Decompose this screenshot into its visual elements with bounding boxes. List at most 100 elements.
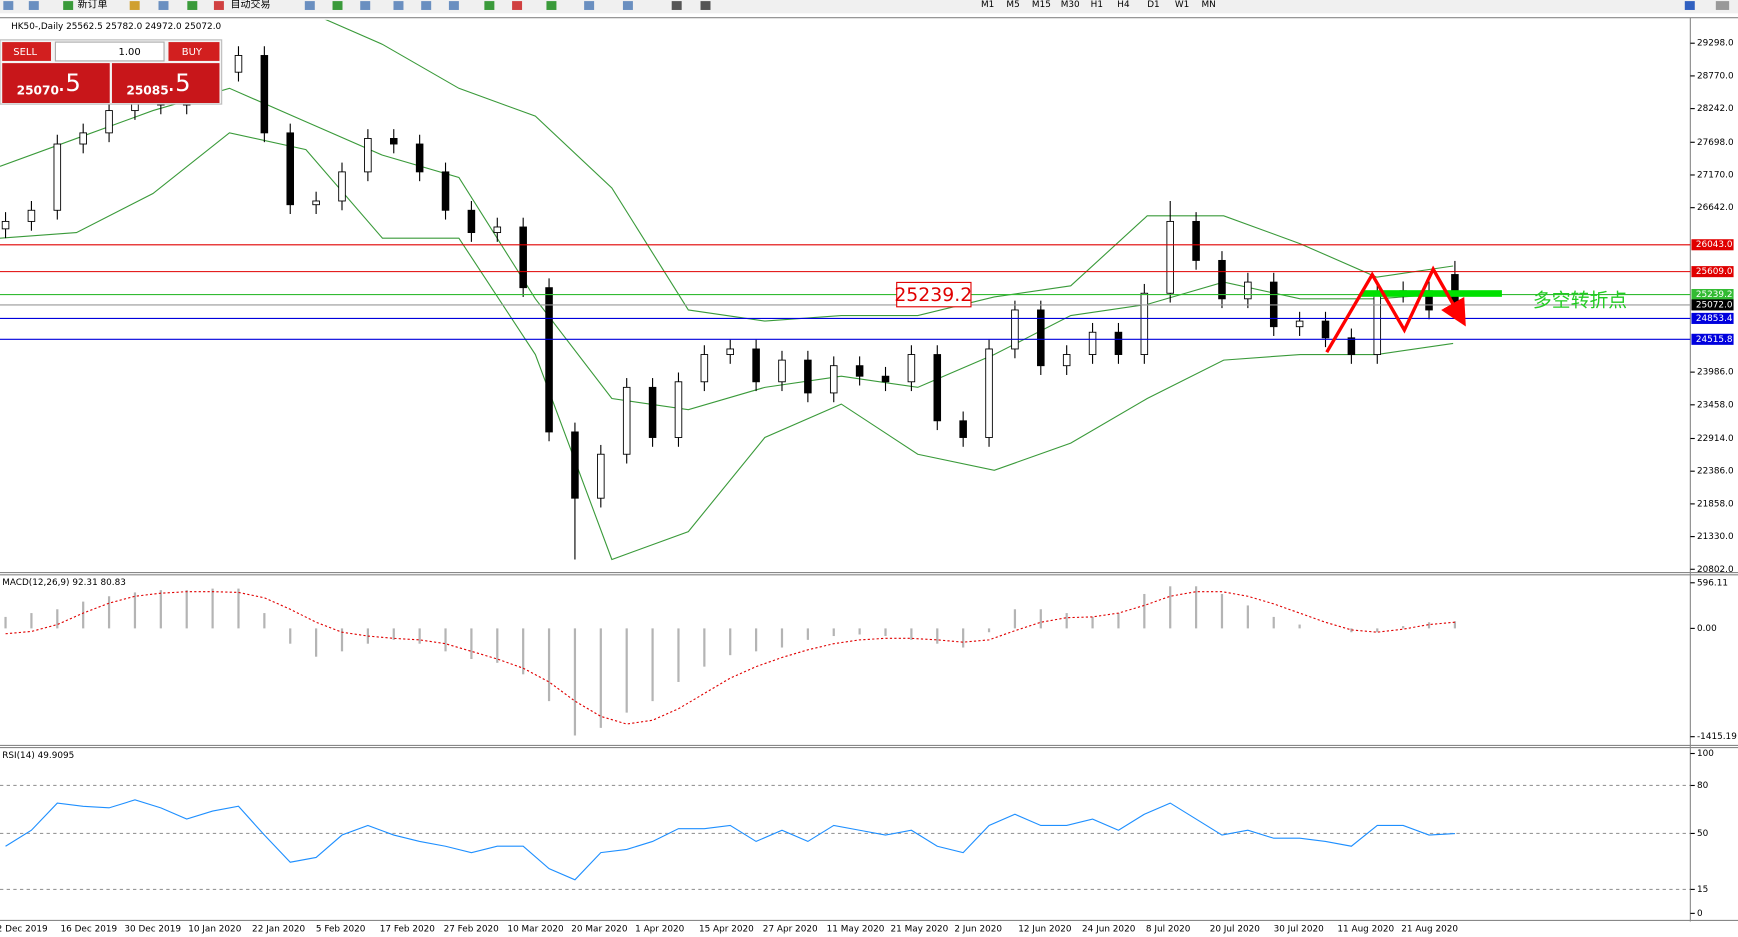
sell-button[interactable] xyxy=(2,42,51,61)
y-tick-label: 20802.0 xyxy=(1697,565,1734,575)
level-label: 24515.8 xyxy=(1696,335,1733,345)
candle-body xyxy=(519,226,527,289)
y-tick-label: 27170.0 xyxy=(1697,170,1734,180)
icon[interactable] xyxy=(332,1,343,10)
bid-pip[interactable]: .5 xyxy=(58,68,81,97)
y-tick-label: -1415.19 xyxy=(1697,732,1737,742)
icon[interactable] xyxy=(584,1,595,10)
y-tick-label: 23458.0 xyxy=(1697,400,1734,410)
candle-body xyxy=(1011,309,1019,350)
x-tick-label: 5 Feb 2020 xyxy=(316,925,366,935)
candle-body xyxy=(985,348,993,438)
bid[interactable]: 25070 xyxy=(17,83,59,97)
timeframe-button[interactable]: W1 xyxy=(1175,0,1189,10)
candle-body xyxy=(79,132,87,145)
icon[interactable] xyxy=(448,1,459,10)
icon[interactable] xyxy=(213,1,224,10)
candle-body xyxy=(105,110,113,134)
icon[interactable] xyxy=(546,1,557,10)
level-tag xyxy=(1691,312,1734,324)
buy-label[interactable]: BUY xyxy=(182,47,203,58)
icon[interactable] xyxy=(187,1,198,10)
icon[interactable] xyxy=(393,1,404,10)
candle-body xyxy=(804,359,812,394)
macd-title: MACD(12,26,9) 92.31 80.83 xyxy=(2,578,126,588)
timeframe-button[interactable]: M1 xyxy=(981,0,994,10)
y-tick-label: 100 xyxy=(1697,749,1714,759)
timeframe-button[interactable]: MN xyxy=(1202,0,1216,10)
icon[interactable] xyxy=(28,1,39,10)
y-tick-label: 29298.0 xyxy=(1697,39,1734,49)
timeframe-button[interactable]: M30 xyxy=(1061,0,1080,10)
icon[interactable] xyxy=(158,1,169,10)
x-tick-label: 10 Mar 2020 xyxy=(507,925,564,935)
icon[interactable] xyxy=(512,1,523,10)
level-label: 25609.0 xyxy=(1696,267,1733,277)
auto-trading-button[interactable]: 自动交易 xyxy=(231,0,271,10)
level-tag xyxy=(1691,333,1734,345)
icon[interactable] xyxy=(671,1,682,10)
x-tick-label: 27 Feb 2020 xyxy=(444,925,500,935)
ask[interactable]: 25085 xyxy=(126,83,168,97)
candle-body xyxy=(1244,281,1252,300)
candle-body xyxy=(933,354,942,422)
icon[interactable] xyxy=(421,1,432,10)
toolbar xyxy=(0,0,1738,14)
x-tick-label: 11 Aug 2020 xyxy=(1337,925,1394,935)
x-tick-label: 8 Jul 2020 xyxy=(1146,925,1191,935)
y-tick-label: 50 xyxy=(1697,829,1709,839)
candle-body xyxy=(234,55,243,73)
ask-button[interactable] xyxy=(111,63,220,104)
x-tick-label: 1 Apr 2020 xyxy=(635,925,685,935)
bid-button[interactable] xyxy=(2,63,110,104)
candle-body xyxy=(959,420,967,438)
bollinger-band xyxy=(0,132,1454,561)
icon[interactable] xyxy=(700,1,711,10)
icon[interactable] xyxy=(1715,1,1730,10)
candle-body xyxy=(1114,331,1123,355)
icon[interactable] xyxy=(304,1,315,10)
candle-body xyxy=(571,431,579,499)
level-tag xyxy=(1691,266,1734,278)
timeframe-button[interactable]: D1 xyxy=(1147,0,1159,10)
ask-pip[interactable]: .5 xyxy=(167,68,190,97)
lots[interactable]: 1.00 xyxy=(119,47,141,58)
candle-body xyxy=(622,386,631,455)
icon[interactable] xyxy=(63,1,74,10)
timeframe-button[interactable]: H1 xyxy=(1091,0,1103,10)
lot-input[interactable] xyxy=(54,41,165,62)
price-plot xyxy=(0,19,1459,561)
icon[interactable] xyxy=(129,1,140,10)
candle-body xyxy=(752,348,760,383)
level-label: 24853.4 xyxy=(1696,314,1733,324)
y-tick-label: 23986.0 xyxy=(1697,368,1734,378)
level-tag xyxy=(1691,299,1734,311)
icon[interactable] xyxy=(484,1,495,10)
y-tick-label: 28770.0 xyxy=(1697,71,1734,81)
candle-body xyxy=(467,209,476,234)
candle-body xyxy=(493,226,502,234)
icon[interactable] xyxy=(3,1,14,10)
level-label: 26043.0 xyxy=(1696,240,1733,250)
icon[interactable] xyxy=(622,1,633,10)
new-order-button[interactable]: 新订单 xyxy=(78,0,108,10)
icon[interactable] xyxy=(1684,1,1695,10)
bollinger-band xyxy=(325,19,1454,322)
sell-label[interactable]: SELL xyxy=(13,47,37,58)
bollinger-band xyxy=(0,87,1454,411)
y-tick-label: 21330.0 xyxy=(1697,532,1734,542)
toolbar-icons xyxy=(3,1,1730,10)
buy-button[interactable] xyxy=(168,42,220,61)
x-tick-label: 24 Jun 2020 xyxy=(1082,925,1136,935)
icon[interactable] xyxy=(360,1,371,10)
candle-body xyxy=(415,143,424,173)
timeframe-button[interactable]: H4 xyxy=(1117,0,1130,10)
candle-body xyxy=(700,354,709,383)
candle-body xyxy=(1218,259,1226,300)
timeframe-button[interactable]: M15 xyxy=(1032,0,1051,10)
timeframe-button[interactable]: M5 xyxy=(1006,0,1019,10)
candle-body xyxy=(312,200,320,206)
pivot-bar xyxy=(1361,290,1502,297)
